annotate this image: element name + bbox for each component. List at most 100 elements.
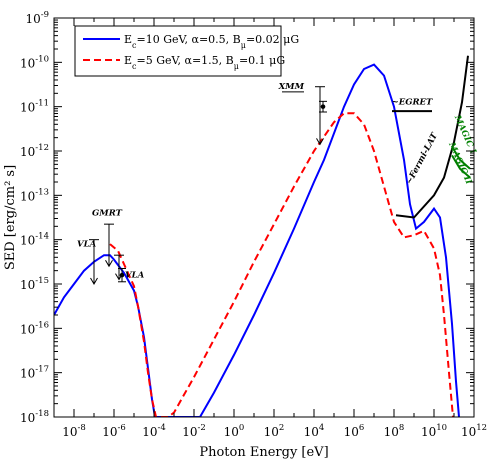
tick-exponent: 6 <box>359 423 364 433</box>
legend-box <box>74 25 282 77</box>
y-tick-label-5: 10-13 <box>20 187 49 203</box>
tick-base: 10 <box>62 425 77 439</box>
tick-base: 10 <box>20 234 35 248</box>
upper-limits-layer <box>89 86 327 285</box>
tick-exponent: -6 <box>118 423 126 433</box>
tick-exponent: -17 <box>35 365 49 375</box>
legend-1-end: =0.02 μG <box>246 33 299 46</box>
tick-exponent: 0 <box>239 423 244 433</box>
x-tick-label-1: 10-6 <box>102 423 126 439</box>
tick-base: 10 <box>304 425 319 439</box>
legend: Ec=10 GeV, α=0.5, Bμ=0.02 μG Ec=5 GeV, α… <box>74 25 299 77</box>
y-tick-label-7: 10-11 <box>20 99 49 115</box>
tick-base: 10 <box>182 425 197 439</box>
upper-limit-arrow-icon <box>90 277 98 285</box>
tick-exponent: -10 <box>35 54 49 64</box>
x-tick-label-10: 1012 <box>461 423 487 439</box>
x-tick-label-5: 102 <box>264 423 285 439</box>
tick-base: 10 <box>20 101 35 115</box>
tick-exponent: -9 <box>41 10 49 20</box>
tick-labels-layer: 10-8 10-6 10-4 10-2 100 102 104 106 108 1010 10121… <box>20 10 487 439</box>
limit-curve-fermi-lat <box>395 55 469 219</box>
legend-2-e: E <box>124 54 132 67</box>
annotation-3: VLA <box>125 270 145 280</box>
tick-exponent: -16 <box>35 320 49 330</box>
tick-base: 10 <box>384 425 399 439</box>
tick-exponent: -8 <box>78 423 86 433</box>
tick-base: 10 <box>20 189 35 203</box>
legend-1-mid: =10 GeV, α=0.5, B <box>137 33 241 46</box>
tick-exponent: -4 <box>158 423 166 433</box>
limit-curve-magic-i <box>451 146 471 170</box>
tick-exponent: -18 <box>35 409 49 419</box>
tick-exponent: -14 <box>35 232 49 242</box>
upper-limit-1 <box>89 239 99 285</box>
x-axis-label: Photon Energy [eV] <box>199 445 328 460</box>
tick-base: 10 <box>20 56 35 70</box>
tick-base: 10 <box>25 12 40 26</box>
y-tick-label-9: 10-9 <box>25 10 49 26</box>
legend-label-series-1: Ec=10 GeV, α=0.5, Bμ=0.02 μG <box>124 33 299 50</box>
legend-1-mu: μ <box>241 41 246 50</box>
legend-2-mid: =5 GeV, α=1.5, B <box>137 54 234 67</box>
y-tick-label-2: 10-16 <box>20 320 49 336</box>
limit-curve-magic-ii <box>451 154 471 179</box>
y-tick-label-6: 10-12 <box>20 143 49 159</box>
tick-exponent: -13 <box>35 187 49 197</box>
annotation-4: XMM <box>278 82 305 92</box>
legend-1-c: c <box>132 41 137 50</box>
annotation-1: VLA <box>77 239 97 249</box>
tick-base: 10 <box>461 425 476 439</box>
legend-2-c: c <box>132 62 137 71</box>
annotation-5: ~EGRET <box>392 97 433 107</box>
y-tick-label-8: 10-10 <box>20 54 49 70</box>
tick-exponent: -15 <box>35 276 49 286</box>
tick-exponent: 12 <box>476 423 487 433</box>
y-tick-label-4: 10-14 <box>20 232 49 248</box>
curves-layer <box>54 55 471 417</box>
data-point-marker <box>119 272 125 278</box>
tick-exponent: 2 <box>279 423 284 433</box>
x-tick-label-2: 10-4 <box>142 423 166 439</box>
tick-exponent: 4 <box>319 423 324 433</box>
y-tick-label-1: 10-17 <box>20 365 49 381</box>
tick-exponent: -11 <box>35 99 49 109</box>
tick-base: 10 <box>344 425 359 439</box>
tick-exponent: -12 <box>35 143 49 153</box>
tick-exponent: -2 <box>198 423 206 433</box>
legend-1-e: E <box>124 33 132 46</box>
y-tick-label-0: 10-18 <box>20 409 49 425</box>
tick-base: 10 <box>20 322 35 336</box>
tick-base: 10 <box>20 367 35 381</box>
upper-limit-2 <box>104 223 114 268</box>
tick-base: 10 <box>102 425 117 439</box>
annotation-6: ~Fermi-LAT <box>404 131 440 186</box>
tick-base: 10 <box>224 425 239 439</box>
x-tick-label-4: 100 <box>224 423 245 439</box>
x-tick-label-3: 10-2 <box>182 423 206 439</box>
x-tick-label-8: 108 <box>384 423 405 439</box>
tick-base: 10 <box>142 425 157 439</box>
legend-label-series-2: Ec=5 GeV, α=1.5, Bμ=0.1 μG <box>124 54 285 71</box>
data-point-2 <box>319 100 327 113</box>
x-tick-label-7: 106 <box>344 423 365 439</box>
tick-base: 10 <box>20 145 35 159</box>
data-point-marker <box>320 104 326 109</box>
legend-2-end: =0.1 μG <box>239 54 285 67</box>
legend-2-mu: μ <box>234 62 239 71</box>
tick-base: 10 <box>264 425 279 439</box>
tick-exponent: 10 <box>436 423 447 433</box>
x-tick-label-9: 1010 <box>421 423 447 439</box>
y-tick-label-3: 10-15 <box>20 276 49 292</box>
y-axis-label: SED [erg/cm² s] <box>3 165 18 270</box>
x-tick-label-0: 10-8 <box>62 423 86 439</box>
data-point-1 <box>118 267 126 283</box>
tick-base: 10 <box>421 425 436 439</box>
tick-base: 10 <box>20 278 35 292</box>
annotation-2: GMRT <box>92 208 123 218</box>
upper-limit-arrow-icon <box>316 138 324 146</box>
tick-exponent: 8 <box>399 423 404 433</box>
x-tick-label-6: 104 <box>304 423 325 439</box>
upper-limit-arrow-icon <box>105 260 113 268</box>
